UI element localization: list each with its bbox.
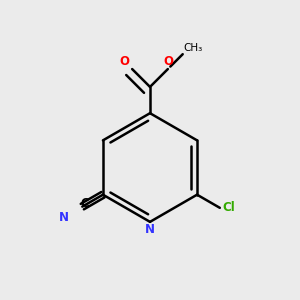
Text: CH₃: CH₃ [183,43,203,53]
Text: N: N [59,211,69,224]
Text: C: C [80,197,89,210]
Text: N: N [145,223,155,236]
Text: O: O [163,55,173,68]
Text: Cl: Cl [222,201,235,214]
Text: O: O [119,55,129,68]
